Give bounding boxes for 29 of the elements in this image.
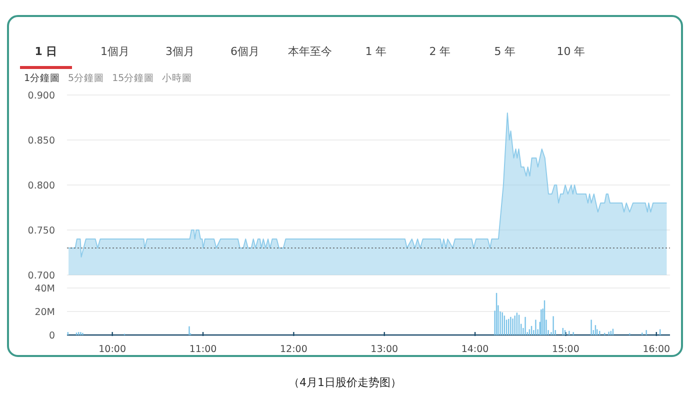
category-label: 1個月 (100, 45, 130, 58)
text: （4月1日股价走势图） (288, 376, 402, 389)
y-tick-label: 0.800 (28, 180, 55, 192)
x-tick-label: 11:00 (189, 344, 217, 355)
category-label: 1分鐘圖 (24, 73, 60, 84)
category-label: 5 年 (494, 45, 516, 58)
category-label: 3個月 (166, 45, 194, 58)
x-tick-label: 16:00 (642, 344, 670, 355)
category-label: 5分鐘圖 (68, 73, 104, 84)
y-tick-label: 0.750 (28, 226, 55, 236)
category-label: 2 年 (429, 45, 451, 58)
category-label: 小時圖 (162, 73, 192, 84)
category-label: 1 日 (34, 45, 58, 58)
x-tick-label: 15:00 (552, 344, 580, 355)
y-tick-label: 0 (48, 330, 55, 342)
category-label: 15分鐘圖 (112, 73, 154, 84)
category-label: 10 年 (556, 45, 586, 58)
y-tick-label: 0.900 (28, 90, 55, 102)
category-label: 1 年 (365, 45, 387, 58)
x-tick-label: 12:00 (280, 344, 308, 355)
category-label: 本年至今 (288, 45, 332, 58)
x-tick-label: 10:00 (98, 344, 126, 355)
y-tick-label: 20M (34, 307, 55, 318)
y-tick-label: 40M (34, 284, 55, 294)
y-tick-label: 0.850 (28, 136, 55, 146)
x-tick-label: 14:00 (461, 344, 489, 355)
category-label: 6個月 (230, 45, 260, 58)
x-tick-label: 13:00 (370, 344, 398, 355)
y-tick-label: 0.700 (28, 270, 55, 282)
